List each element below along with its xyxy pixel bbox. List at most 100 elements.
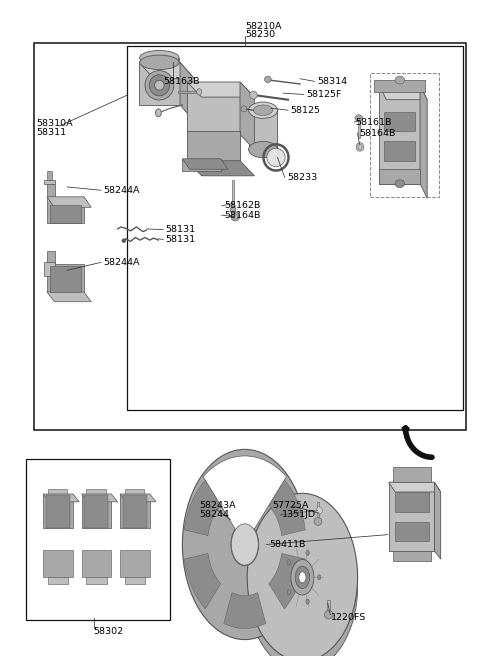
Polygon shape xyxy=(82,550,111,577)
Ellipse shape xyxy=(230,207,236,213)
Polygon shape xyxy=(43,494,79,502)
Bar xyxy=(127,46,463,410)
Ellipse shape xyxy=(149,75,169,96)
Text: 58311: 58311 xyxy=(36,128,66,137)
Ellipse shape xyxy=(253,105,273,115)
Polygon shape xyxy=(358,118,360,138)
Bar xyxy=(26,459,170,620)
Text: 58210A: 58210A xyxy=(245,22,281,31)
Polygon shape xyxy=(47,264,84,292)
Ellipse shape xyxy=(233,214,237,218)
Text: 58244A: 58244A xyxy=(103,258,140,267)
Polygon shape xyxy=(395,492,429,512)
Ellipse shape xyxy=(156,109,161,117)
Text: 58163B: 58163B xyxy=(163,77,200,86)
Polygon shape xyxy=(120,494,150,528)
Polygon shape xyxy=(379,169,420,184)
Text: 58244A: 58244A xyxy=(103,186,140,195)
Polygon shape xyxy=(50,205,81,223)
Text: 58244: 58244 xyxy=(199,510,229,519)
Polygon shape xyxy=(379,85,420,184)
Text: 58302: 58302 xyxy=(94,626,124,636)
Polygon shape xyxy=(389,482,434,551)
Polygon shape xyxy=(187,82,240,134)
Polygon shape xyxy=(120,494,156,502)
Wedge shape xyxy=(203,456,287,544)
Bar xyxy=(370,73,439,197)
Polygon shape xyxy=(187,82,254,97)
Polygon shape xyxy=(384,112,415,131)
Polygon shape xyxy=(389,482,441,492)
Text: 58233: 58233 xyxy=(287,173,317,182)
Polygon shape xyxy=(420,85,427,198)
Polygon shape xyxy=(139,62,180,105)
Ellipse shape xyxy=(287,590,290,595)
Polygon shape xyxy=(47,197,91,207)
Polygon shape xyxy=(47,184,55,197)
Polygon shape xyxy=(47,292,91,302)
Ellipse shape xyxy=(249,102,277,118)
Polygon shape xyxy=(240,82,254,150)
Ellipse shape xyxy=(318,575,321,580)
Polygon shape xyxy=(43,550,73,577)
Polygon shape xyxy=(393,467,431,482)
Text: 58310A: 58310A xyxy=(36,119,72,128)
Ellipse shape xyxy=(140,55,179,70)
Polygon shape xyxy=(82,494,118,502)
Ellipse shape xyxy=(231,523,259,565)
Polygon shape xyxy=(48,577,68,584)
Text: 58314: 58314 xyxy=(317,77,347,86)
Ellipse shape xyxy=(395,180,405,188)
Polygon shape xyxy=(187,131,240,161)
Wedge shape xyxy=(224,461,266,497)
Polygon shape xyxy=(86,489,106,494)
Ellipse shape xyxy=(355,115,363,121)
Ellipse shape xyxy=(299,571,306,583)
Ellipse shape xyxy=(267,148,285,167)
Polygon shape xyxy=(44,180,55,184)
Ellipse shape xyxy=(358,144,362,150)
Polygon shape xyxy=(434,482,441,559)
Polygon shape xyxy=(317,502,319,522)
Text: 57725A: 57725A xyxy=(273,501,309,510)
Polygon shape xyxy=(180,62,194,121)
Text: 58164B: 58164B xyxy=(359,129,396,138)
Wedge shape xyxy=(269,480,305,535)
Ellipse shape xyxy=(356,142,364,151)
Polygon shape xyxy=(84,495,108,528)
Ellipse shape xyxy=(316,506,323,514)
Text: 58161B: 58161B xyxy=(355,117,392,127)
Polygon shape xyxy=(50,266,81,292)
Text: 58230: 58230 xyxy=(245,30,275,39)
Text: 58164B: 58164B xyxy=(225,211,261,220)
Ellipse shape xyxy=(250,91,257,99)
Ellipse shape xyxy=(197,89,202,95)
Polygon shape xyxy=(395,522,429,541)
Polygon shape xyxy=(374,80,425,92)
Ellipse shape xyxy=(306,550,309,556)
Polygon shape xyxy=(232,180,234,210)
Polygon shape xyxy=(47,251,55,264)
Ellipse shape xyxy=(182,449,307,640)
Polygon shape xyxy=(125,577,145,584)
Ellipse shape xyxy=(264,76,271,83)
Polygon shape xyxy=(43,494,73,528)
Wedge shape xyxy=(269,554,305,609)
Text: 58131: 58131 xyxy=(166,225,196,234)
Polygon shape xyxy=(120,550,150,577)
Ellipse shape xyxy=(145,70,174,100)
Polygon shape xyxy=(393,551,431,561)
Polygon shape xyxy=(384,141,415,161)
Text: 58162B: 58162B xyxy=(225,201,261,211)
Wedge shape xyxy=(184,554,221,609)
Polygon shape xyxy=(178,91,199,93)
Polygon shape xyxy=(46,495,70,528)
Text: 58125: 58125 xyxy=(290,106,321,115)
Polygon shape xyxy=(327,600,330,615)
Ellipse shape xyxy=(249,141,277,158)
Ellipse shape xyxy=(324,610,333,619)
Ellipse shape xyxy=(287,560,290,565)
Ellipse shape xyxy=(231,212,240,221)
Ellipse shape xyxy=(291,560,314,595)
Ellipse shape xyxy=(140,51,179,65)
